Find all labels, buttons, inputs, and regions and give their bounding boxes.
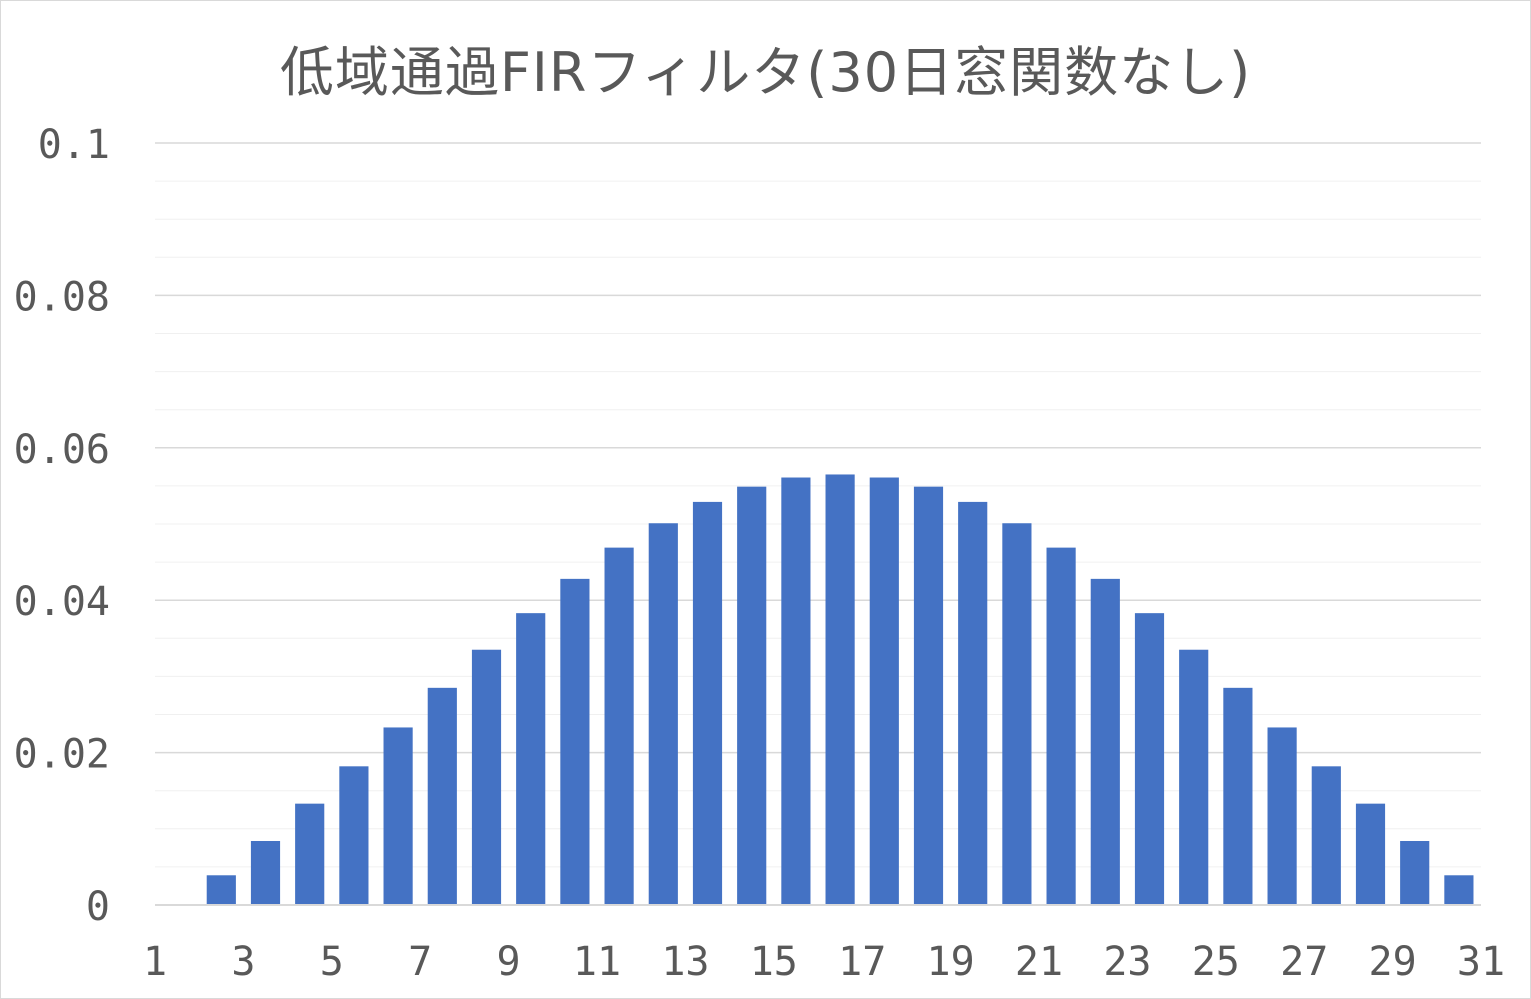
bar-18	[913, 486, 944, 905]
bar-16	[825, 474, 855, 905]
x-tick-label: 31	[1457, 939, 1505, 985]
bar-17	[869, 477, 899, 905]
x-tick-label: 29	[1369, 939, 1417, 985]
bar-19	[958, 501, 988, 905]
x-tick-label: 19	[927, 939, 975, 985]
y-axis-tick-labels: 0 0.02 0.04 0.06 0.08 0.1	[14, 122, 110, 930]
y-tick-label: 0.06	[14, 427, 110, 473]
y-tick-label: 0.1	[38, 122, 110, 168]
x-tick-label: 25	[1192, 939, 1240, 985]
bar-13	[692, 501, 723, 905]
bar-28	[1355, 803, 1386, 905]
bar-30	[1444, 875, 1474, 905]
bar-11	[604, 547, 634, 905]
bar-4	[295, 803, 325, 905]
y-tick-label: 0.02	[14, 732, 110, 778]
x-tick-label: 1	[143, 939, 167, 985]
bar-25	[1223, 687, 1253, 905]
x-tick-label: 5	[320, 939, 344, 985]
bar-29	[1400, 840, 1430, 905]
x-tick-label: 9	[497, 939, 521, 985]
x-tick-label: 13	[661, 939, 709, 985]
x-tick-label: 23	[1103, 939, 1151, 985]
x-tick-label: 17	[838, 939, 886, 985]
bar-12	[648, 523, 678, 905]
bar-14	[737, 486, 767, 905]
x-tick-label: 3	[231, 939, 255, 985]
bar-23	[1134, 613, 1165, 905]
bar-26	[1267, 727, 1297, 905]
y-tick-label: 0	[86, 884, 110, 930]
bar-series	[206, 474, 1474, 905]
y-tick-label: 0.08	[14, 274, 110, 320]
bar-27	[1311, 766, 1341, 905]
bar-22	[1090, 578, 1120, 905]
chart-title: 低域通過FIRフィルタ(30日窓関数なし)	[279, 41, 1252, 104]
bar-8	[471, 649, 502, 905]
x-tick-label: 27	[1280, 939, 1328, 985]
bar-2	[206, 875, 236, 905]
x-tick-label: 21	[1015, 939, 1063, 985]
bar-10	[560, 578, 590, 905]
bar-9	[516, 613, 546, 905]
bar-7	[427, 687, 457, 905]
y-tick-label: 0.04	[14, 579, 110, 625]
bar-3	[250, 840, 281, 905]
bar-15	[781, 477, 811, 905]
gridlines	[155, 142, 1481, 868]
x-tick-label: 15	[750, 939, 798, 985]
bar-24	[1179, 649, 1209, 905]
bar-21	[1046, 547, 1076, 905]
x-tick-label: 7	[408, 939, 432, 985]
x-axis-tick-labels: 1 3 5 7 9 11 13 15 17 19 21 23 25 27 29 31	[143, 939, 1505, 985]
x-tick-label: 11	[573, 939, 621, 985]
bar-20	[1002, 523, 1032, 905]
bar-5	[339, 766, 369, 905]
bar-6	[383, 727, 413, 905]
